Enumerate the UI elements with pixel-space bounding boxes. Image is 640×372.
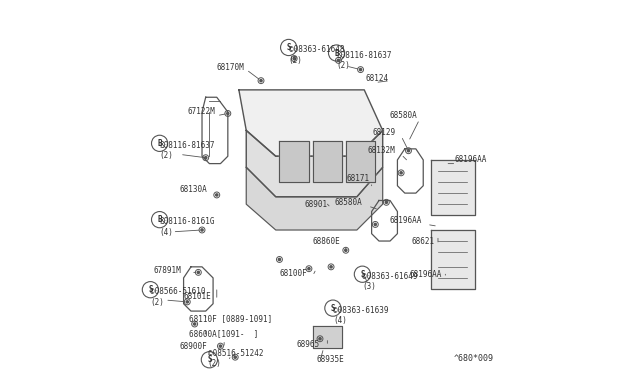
Text: 68600A[1091-  ]: 68600A[1091- ] [189,330,259,339]
Text: 68900F: 68900F [180,341,207,351]
Text: 67891M: 67891M [154,266,182,275]
Text: 68100F: 68100F [279,269,307,278]
Circle shape [205,157,207,159]
Text: 68196AA: 68196AA [410,270,442,279]
Polygon shape [312,141,342,182]
Circle shape [374,223,376,225]
Text: 68110F [0889-1091]: 68110F [0889-1091] [189,314,273,323]
Text: ©08363-61639
(4): ©08363-61639 (4) [333,306,388,325]
Circle shape [186,301,188,303]
Text: 68129: 68129 [372,128,396,137]
Text: 68965: 68965 [297,340,320,349]
Text: 68170M: 68170M [217,63,244,72]
Circle shape [197,271,200,273]
Text: ß08116-8161G
(4): ß08116-8161G (4) [159,217,215,237]
Text: 68621: 68621 [411,237,435,246]
Circle shape [408,150,410,152]
Circle shape [345,249,347,251]
Polygon shape [431,160,475,215]
Polygon shape [280,141,309,182]
Circle shape [227,112,229,115]
Text: ©08566-51610
(2): ©08566-51610 (2) [150,288,206,307]
Text: 68171: 68171 [347,174,370,183]
Text: 68901: 68901 [304,200,328,209]
Text: B: B [157,139,162,148]
Text: B: B [157,215,162,224]
Polygon shape [239,90,383,156]
Text: 68580A: 68580A [335,198,362,207]
Text: 68196AA: 68196AA [454,155,487,164]
Circle shape [201,229,203,231]
Text: 68935E: 68935E [316,355,344,364]
Text: 68101E: 68101E [184,292,211,301]
Circle shape [308,267,310,270]
Circle shape [360,68,362,71]
Circle shape [216,194,218,196]
Text: ©08363-61648
(2): ©08363-61648 (2) [289,45,344,65]
Text: ©08363-61649
(3): ©08363-61649 (3) [362,272,418,291]
Polygon shape [431,230,475,289]
Text: 68580A: 68580A [390,111,418,120]
Text: S: S [360,270,365,279]
Polygon shape [312,326,342,348]
Text: S: S [331,304,335,312]
Circle shape [337,59,340,61]
Text: ß08116-81637
(2): ß08116-81637 (2) [159,141,215,160]
Text: 68124: 68124 [365,74,388,83]
Text: S: S [286,43,291,52]
Text: ©08516-51242
(2): ©08516-51242 (2) [207,349,263,368]
Circle shape [385,201,387,203]
Text: 67122M: 67122M [187,108,215,116]
Text: 68132M: 68132M [368,146,396,155]
Circle shape [319,338,321,340]
Text: B: B [334,48,339,58]
Polygon shape [346,141,375,182]
Circle shape [260,80,262,82]
Text: S: S [207,355,212,364]
Polygon shape [246,131,383,197]
Text: 68196AA: 68196AA [389,216,421,225]
Circle shape [330,266,332,268]
Text: 68860E: 68860E [312,237,340,246]
Text: 68130A: 68130A [180,185,207,194]
Text: S: S [148,285,153,294]
Polygon shape [246,167,383,230]
Circle shape [193,323,196,325]
Text: ^680*009: ^680*009 [453,354,493,363]
Circle shape [234,356,236,358]
Circle shape [293,57,295,60]
Circle shape [278,259,280,260]
Text: ß08116-81637
(2): ß08116-81637 (2) [337,51,392,70]
Circle shape [400,172,402,174]
Circle shape [220,345,221,347]
